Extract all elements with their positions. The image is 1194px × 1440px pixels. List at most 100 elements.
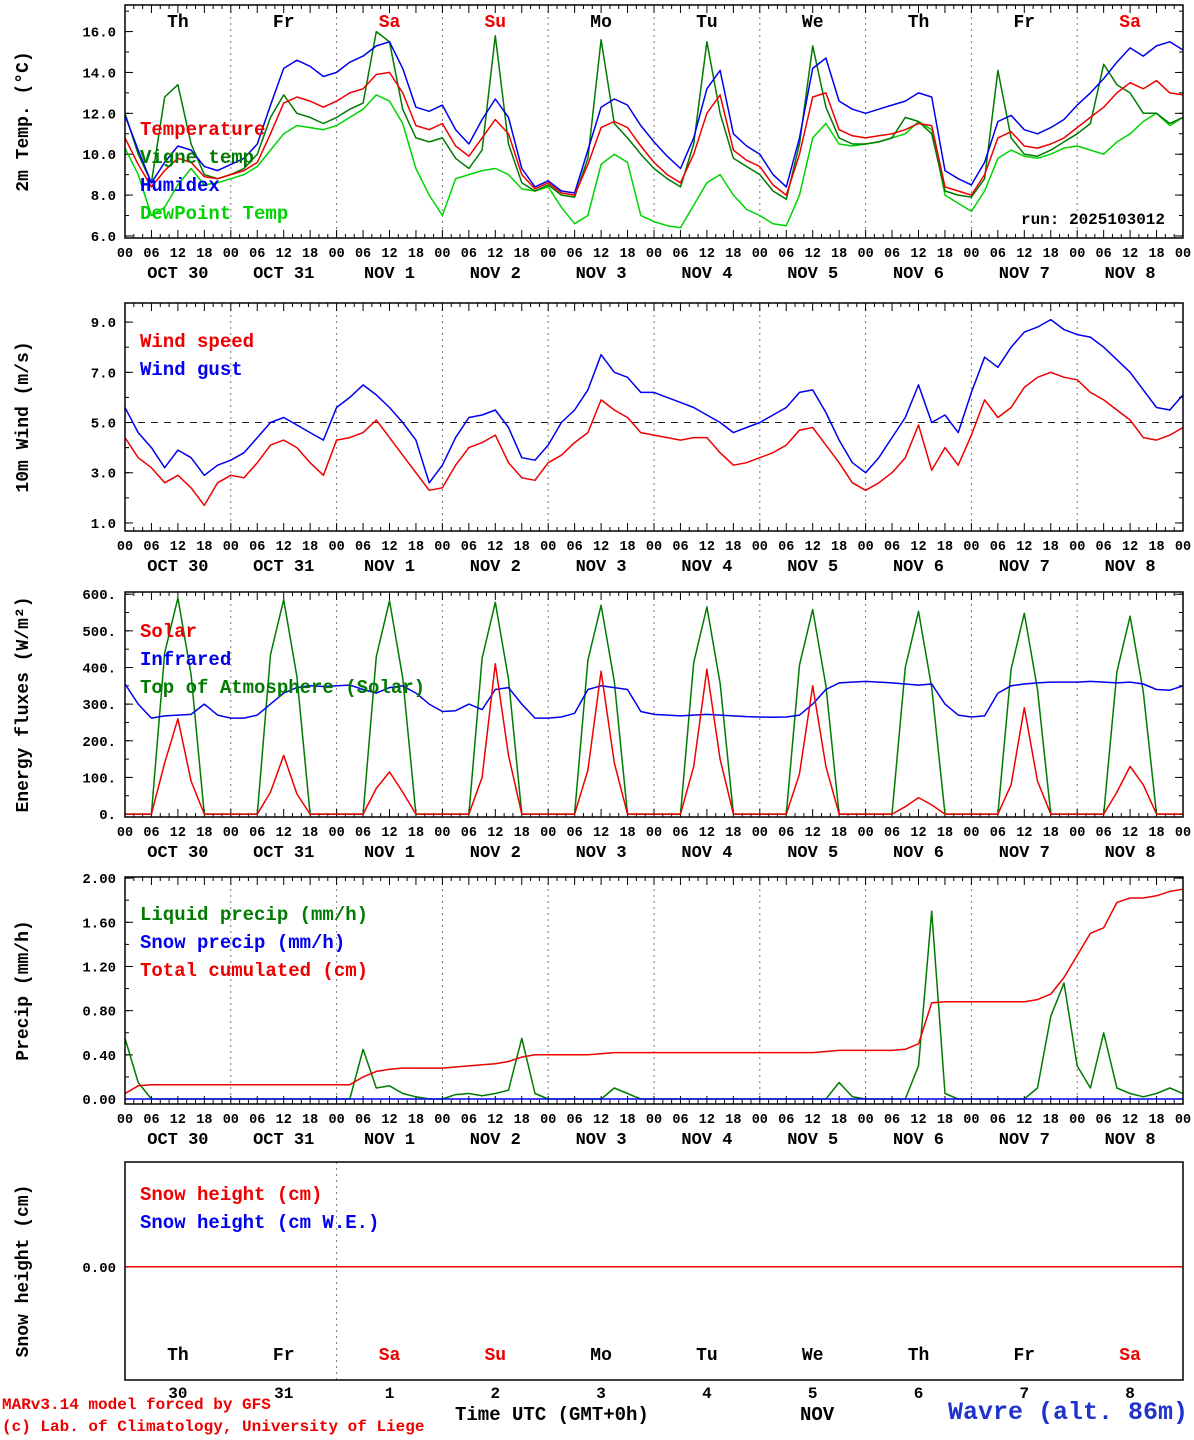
svg-text:00: 00 (328, 1113, 344, 1128)
svg-text:06: 06 (1096, 826, 1112, 841)
svg-text:12: 12 (1122, 540, 1138, 555)
svg-text:10m Wind (m/s): 10m Wind (m/s) (14, 341, 34, 492)
svg-text:06: 06 (249, 540, 265, 555)
svg-text:5.0: 5.0 (91, 417, 116, 433)
svg-text:12: 12 (276, 1113, 292, 1128)
svg-text:NOV 6: NOV 6 (893, 265, 944, 284)
svg-text:00: 00 (646, 826, 662, 841)
svg-text:OCT 31: OCT 31 (253, 844, 314, 863)
svg-text:18: 18 (408, 540, 424, 555)
svg-text:06: 06 (778, 826, 794, 841)
svg-text:Snow height (cm W.E.): Snow height (cm W.E.) (140, 1212, 379, 1234)
svg-text:100.: 100. (82, 771, 116, 787)
svg-text:06: 06 (461, 540, 477, 555)
svg-text:12: 12 (487, 247, 503, 262)
svg-text:18: 18 (514, 826, 530, 841)
svg-text:NOV 8: NOV 8 (1105, 1131, 1156, 1150)
svg-text:Wind speed: Wind speed (140, 331, 254, 353)
svg-text:NOV 3: NOV 3 (576, 1131, 627, 1150)
svg-text:18: 18 (619, 540, 635, 555)
svg-text:NOV 6: NOV 6 (893, 1131, 944, 1150)
svg-text:12: 12 (381, 826, 397, 841)
svg-text:NOV 8: NOV 8 (1105, 844, 1156, 863)
svg-text:00: 00 (434, 1113, 450, 1128)
svg-text:NOV 1: NOV 1 (364, 265, 415, 284)
svg-text:NOV 4: NOV 4 (681, 558, 732, 577)
svg-text:1.20: 1.20 (82, 960, 116, 976)
wind-panel: 00 06 12 18 00 06 12 18 00 06 12 18 00 06 12 18 00 06 12 18… (0, 295, 1194, 587)
svg-text:06: 06 (1096, 247, 1112, 262)
svg-text:NOV 4: NOV 4 (681, 265, 732, 284)
svg-text:06: 06 (567, 1113, 583, 1128)
svg-text:OCT 31: OCT 31 (253, 265, 314, 284)
svg-text:18: 18 (1043, 540, 1059, 555)
svg-text:12: 12 (805, 540, 821, 555)
svg-text:12: 12 (381, 1113, 397, 1128)
svg-text:12: 12 (276, 540, 292, 555)
svg-text:06: 06 (672, 1113, 688, 1128)
svg-text:NOV 8: NOV 8 (1105, 265, 1156, 284)
svg-text:00: 00 (223, 540, 239, 555)
svg-text:7.0: 7.0 (91, 366, 116, 382)
svg-text:06: 06 (461, 247, 477, 262)
svg-text:18: 18 (302, 540, 318, 555)
svg-text:NOV 5: NOV 5 (787, 844, 838, 863)
svg-text:12: 12 (699, 247, 715, 262)
svg-text:12: 12 (805, 1113, 821, 1128)
svg-text:0.00: 0.00 (82, 1093, 116, 1109)
svg-text:00: 00 (963, 247, 979, 262)
svg-text:00: 00 (328, 247, 344, 262)
svg-text:06: 06 (1096, 540, 1112, 555)
svg-text:00: 00 (963, 826, 979, 841)
svg-text:12: 12 (170, 247, 186, 262)
svg-text:00: 00 (117, 540, 133, 555)
svg-text:00: 00 (434, 247, 450, 262)
temperature-panel: 00 06 12 18 00 06 12 18 00 06 12 18 00 06 12 18 00 06 12 18… (0, 0, 1194, 295)
svg-text:06: 06 (884, 1113, 900, 1128)
svg-text:Sa: Sa (1119, 13, 1141, 33)
svg-text:18: 18 (831, 540, 847, 555)
svg-text:06: 06 (355, 826, 371, 841)
svg-text:12: 12 (170, 826, 186, 841)
total-cumulated-series (125, 888, 1183, 1095)
svg-text:Precip (mm/h): Precip (mm/h) (14, 920, 34, 1060)
svg-text:Fr: Fr (273, 13, 295, 33)
svg-text:00: 00 (328, 540, 344, 555)
svg-text:06: 06 (884, 826, 900, 841)
svg-text:5: 5 (808, 1385, 818, 1403)
svg-text:18: 18 (1148, 540, 1164, 555)
svg-text:00: 00 (540, 1113, 556, 1128)
svg-text:NOV 5: NOV 5 (787, 558, 838, 577)
svg-text:06: 06 (778, 1113, 794, 1128)
svg-text:12: 12 (699, 1113, 715, 1128)
svg-text:12: 12 (910, 540, 926, 555)
svg-text:18: 18 (196, 1113, 212, 1128)
svg-text:00: 00 (434, 826, 450, 841)
svg-text:00: 00 (540, 826, 556, 841)
svg-text:OCT 31: OCT 31 (253, 558, 314, 577)
svg-text:0.40: 0.40 (82, 1049, 116, 1065)
svg-text:OCT 30: OCT 30 (147, 844, 208, 863)
svg-text:06: 06 (143, 540, 159, 555)
svg-text:06: 06 (567, 247, 583, 262)
svg-text:2m Temp. (°C): 2m Temp. (°C) (14, 51, 34, 191)
svg-text:18: 18 (1148, 826, 1164, 841)
svg-text:Su: Su (484, 13, 506, 33)
svg-text:NOV 5: NOV 5 (787, 1131, 838, 1150)
svg-text:NOV 2: NOV 2 (470, 558, 521, 577)
svg-text:Fr: Fr (1013, 13, 1035, 33)
svg-text:12: 12 (1016, 247, 1032, 262)
svg-text:12: 12 (276, 247, 292, 262)
svg-text:06: 06 (143, 1113, 159, 1128)
svg-text:6.0: 6.0 (91, 230, 116, 246)
svg-text:06: 06 (461, 1113, 477, 1128)
svg-text:14.0: 14.0 (82, 66, 116, 82)
svg-text:12.0: 12.0 (82, 107, 116, 123)
svg-text:18: 18 (302, 247, 318, 262)
svg-text:0.80: 0.80 (82, 1005, 116, 1021)
svg-text:Sa: Sa (379, 1346, 401, 1366)
svg-text:NOV 7: NOV 7 (999, 844, 1050, 863)
svg-text:Liquid precip (mm/h): Liquid precip (mm/h) (140, 904, 368, 926)
svg-text:00: 00 (1069, 247, 1085, 262)
svg-text:0.: 0. (99, 808, 116, 824)
